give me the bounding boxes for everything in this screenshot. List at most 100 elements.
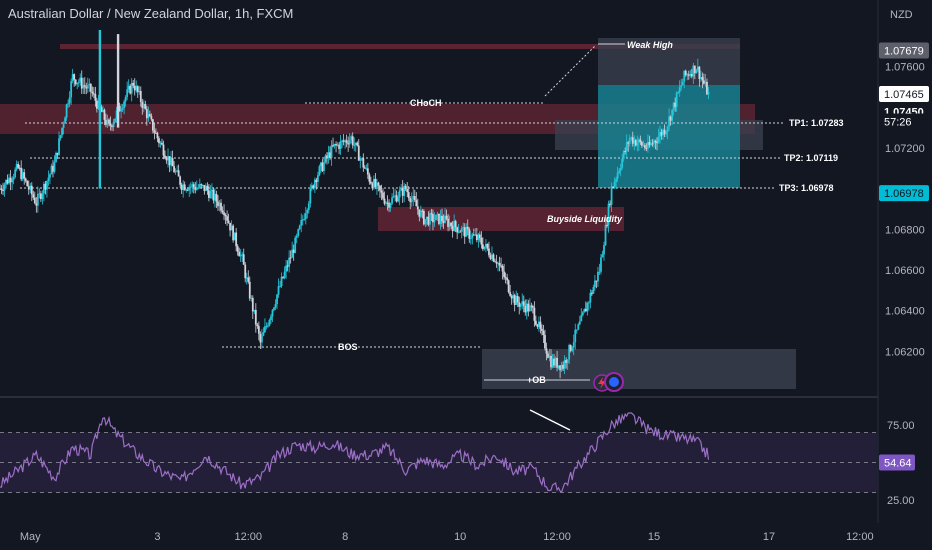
x-tick-label: 8 <box>342 531 348 543</box>
candle-body <box>97 100 100 109</box>
candle-body <box>531 306 534 308</box>
candle-body <box>197 187 200 189</box>
weak-high-zone <box>60 44 740 49</box>
x-tick-label: 10 <box>454 531 466 543</box>
y-tick-label: 1.07200 <box>885 143 925 155</box>
stop-zone <box>598 38 740 85</box>
candle-body <box>654 140 657 143</box>
candle-body <box>253 309 256 312</box>
candle-body <box>282 276 284 278</box>
candle-body <box>285 265 288 272</box>
candle-body <box>521 301 524 305</box>
candle-body <box>677 91 680 93</box>
candle-body <box>300 220 303 226</box>
candle-body <box>628 137 631 144</box>
x-tick-label: 17 <box>763 531 775 543</box>
target-zone <box>598 85 740 188</box>
candle-body <box>235 232 238 247</box>
candle-body <box>11 179 14 183</box>
candle-body <box>562 364 565 369</box>
candle-body <box>12 177 15 180</box>
candle-body <box>111 125 113 128</box>
candle-body <box>226 216 228 221</box>
candle-body <box>441 215 443 221</box>
candle-body <box>415 200 418 207</box>
candle-body <box>306 209 309 214</box>
candle-body <box>409 198 412 203</box>
candle-body <box>44 183 47 190</box>
price-tag-label: 1.07679 <box>884 46 924 58</box>
candle-body <box>373 178 375 189</box>
candle-body <box>522 301 525 306</box>
candle-body <box>436 213 439 215</box>
candle-body <box>135 86 138 91</box>
candle-body <box>698 66 701 80</box>
candle-body <box>395 195 398 202</box>
candle-body <box>183 184 186 191</box>
candle-body <box>201 184 204 186</box>
alert-icon[interactable] <box>604 372 624 392</box>
candle-body <box>70 81 73 98</box>
candle-body <box>398 190 401 198</box>
candle-body <box>206 185 209 191</box>
candle-body <box>173 166 175 173</box>
candle-body <box>91 91 94 94</box>
candle-body <box>613 181 616 187</box>
zones-layer <box>0 38 796 389</box>
candle-body <box>674 102 677 107</box>
candle-body <box>353 144 356 146</box>
candle-body <box>359 158 362 161</box>
candle-body <box>647 141 649 149</box>
candle-body <box>630 137 633 139</box>
candle-body <box>229 222 231 231</box>
candle-body <box>257 326 260 334</box>
candle-body <box>109 123 112 126</box>
candle-body <box>556 357 558 368</box>
candle-body <box>432 214 434 223</box>
candle-body <box>303 218 306 220</box>
candle-body <box>530 305 533 307</box>
candle-body <box>380 190 383 193</box>
candle-body <box>401 187 404 196</box>
candle-body <box>217 201 219 207</box>
candle-body <box>406 189 409 193</box>
candle-body <box>500 265 502 267</box>
candle-body <box>565 360 568 363</box>
candle-body <box>692 65 695 77</box>
candle-body <box>208 190 210 198</box>
candle-body <box>230 225 233 231</box>
candle-body <box>227 220 230 223</box>
candle-body <box>233 232 236 241</box>
candle-body <box>171 158 174 167</box>
candle-body <box>515 296 518 305</box>
candle-body <box>144 103 147 109</box>
candle-body <box>690 74 693 77</box>
candle-body <box>194 187 197 190</box>
candle-body <box>453 220 456 232</box>
candle-body <box>689 74 692 76</box>
rsi-divergence-line <box>529 409 571 431</box>
candle-body <box>102 109 104 113</box>
candle-body <box>203 184 206 192</box>
candle-body <box>35 203 38 206</box>
candle-body <box>469 238 472 240</box>
price-tag-label: 57:26 <box>884 117 912 129</box>
candle-body <box>98 30 102 189</box>
candle-body <box>554 357 557 366</box>
candle-body <box>68 97 71 104</box>
candles-layer <box>0 30 710 379</box>
candle-body <box>457 231 460 233</box>
candle-body <box>498 263 501 266</box>
candle-body <box>581 312 584 316</box>
candle-body <box>506 277 509 281</box>
candle-body <box>106 119 109 125</box>
candle-body <box>182 184 185 190</box>
candle-body <box>560 364 563 371</box>
candle-body <box>547 353 549 358</box>
candle-body <box>687 74 690 76</box>
candle-body <box>165 158 168 161</box>
candle-body <box>513 295 516 305</box>
candle-body <box>39 193 42 200</box>
candle-body <box>254 309 257 325</box>
